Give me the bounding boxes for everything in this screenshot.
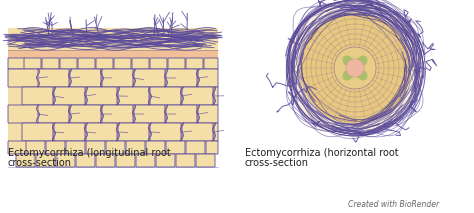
FancyBboxPatch shape (46, 141, 65, 154)
FancyBboxPatch shape (166, 141, 185, 154)
FancyBboxPatch shape (150, 58, 167, 69)
Ellipse shape (343, 68, 355, 81)
FancyBboxPatch shape (54, 123, 85, 141)
FancyBboxPatch shape (150, 87, 181, 105)
FancyBboxPatch shape (76, 154, 95, 167)
FancyBboxPatch shape (182, 123, 213, 141)
FancyBboxPatch shape (166, 69, 197, 87)
Text: Ectomycorrhiza (horizontal root: Ectomycorrhiza (horizontal root (245, 148, 399, 158)
Bar (8, 50, 218, 58)
FancyBboxPatch shape (78, 58, 95, 69)
Circle shape (287, 0, 423, 136)
Ellipse shape (343, 56, 355, 68)
FancyBboxPatch shape (132, 58, 149, 69)
FancyBboxPatch shape (196, 154, 215, 167)
FancyBboxPatch shape (26, 141, 45, 154)
FancyBboxPatch shape (134, 105, 165, 123)
Circle shape (299, 12, 411, 124)
FancyBboxPatch shape (176, 154, 195, 167)
FancyBboxPatch shape (198, 105, 218, 123)
FancyBboxPatch shape (150, 123, 181, 141)
FancyBboxPatch shape (96, 154, 115, 167)
Text: cross-section: cross-section (245, 158, 309, 168)
FancyBboxPatch shape (126, 141, 145, 154)
FancyBboxPatch shape (8, 69, 39, 87)
Bar (8, 28, 218, 143)
FancyBboxPatch shape (70, 105, 101, 123)
FancyBboxPatch shape (156, 154, 175, 167)
FancyBboxPatch shape (206, 141, 218, 154)
FancyBboxPatch shape (118, 87, 149, 105)
FancyBboxPatch shape (116, 154, 135, 167)
FancyBboxPatch shape (22, 87, 53, 105)
FancyBboxPatch shape (70, 69, 101, 87)
FancyBboxPatch shape (136, 154, 155, 167)
FancyBboxPatch shape (86, 141, 105, 154)
FancyBboxPatch shape (22, 123, 53, 141)
FancyBboxPatch shape (16, 154, 35, 167)
Text: cross-section: cross-section (8, 158, 72, 168)
FancyBboxPatch shape (214, 87, 218, 105)
FancyBboxPatch shape (186, 141, 205, 154)
FancyBboxPatch shape (8, 58, 25, 69)
FancyBboxPatch shape (96, 58, 113, 69)
FancyBboxPatch shape (24, 58, 41, 69)
FancyBboxPatch shape (106, 141, 125, 154)
FancyBboxPatch shape (54, 87, 85, 105)
FancyBboxPatch shape (114, 58, 131, 69)
Ellipse shape (356, 56, 367, 68)
FancyBboxPatch shape (36, 154, 55, 167)
Circle shape (277, 0, 433, 146)
FancyBboxPatch shape (8, 105, 39, 123)
FancyBboxPatch shape (102, 105, 133, 123)
FancyBboxPatch shape (56, 154, 75, 167)
Text: Ectomycorrhiza (longitudinal root: Ectomycorrhiza (longitudinal root (8, 148, 171, 158)
FancyBboxPatch shape (214, 123, 218, 141)
FancyBboxPatch shape (86, 87, 117, 105)
FancyBboxPatch shape (118, 123, 149, 141)
FancyBboxPatch shape (38, 105, 69, 123)
FancyBboxPatch shape (8, 141, 27, 154)
FancyBboxPatch shape (198, 69, 218, 87)
FancyBboxPatch shape (134, 69, 165, 87)
FancyBboxPatch shape (204, 58, 218, 69)
FancyBboxPatch shape (186, 58, 203, 69)
FancyBboxPatch shape (102, 69, 133, 87)
Circle shape (346, 59, 364, 77)
FancyBboxPatch shape (166, 105, 197, 123)
FancyBboxPatch shape (168, 58, 185, 69)
Ellipse shape (356, 68, 367, 81)
FancyBboxPatch shape (146, 141, 165, 154)
FancyBboxPatch shape (42, 58, 59, 69)
FancyBboxPatch shape (86, 123, 117, 141)
FancyBboxPatch shape (60, 58, 77, 69)
FancyBboxPatch shape (38, 69, 69, 87)
FancyBboxPatch shape (182, 87, 213, 105)
Text: Created with BioRender: Created with BioRender (348, 200, 439, 209)
FancyBboxPatch shape (66, 141, 85, 154)
Circle shape (334, 47, 376, 89)
